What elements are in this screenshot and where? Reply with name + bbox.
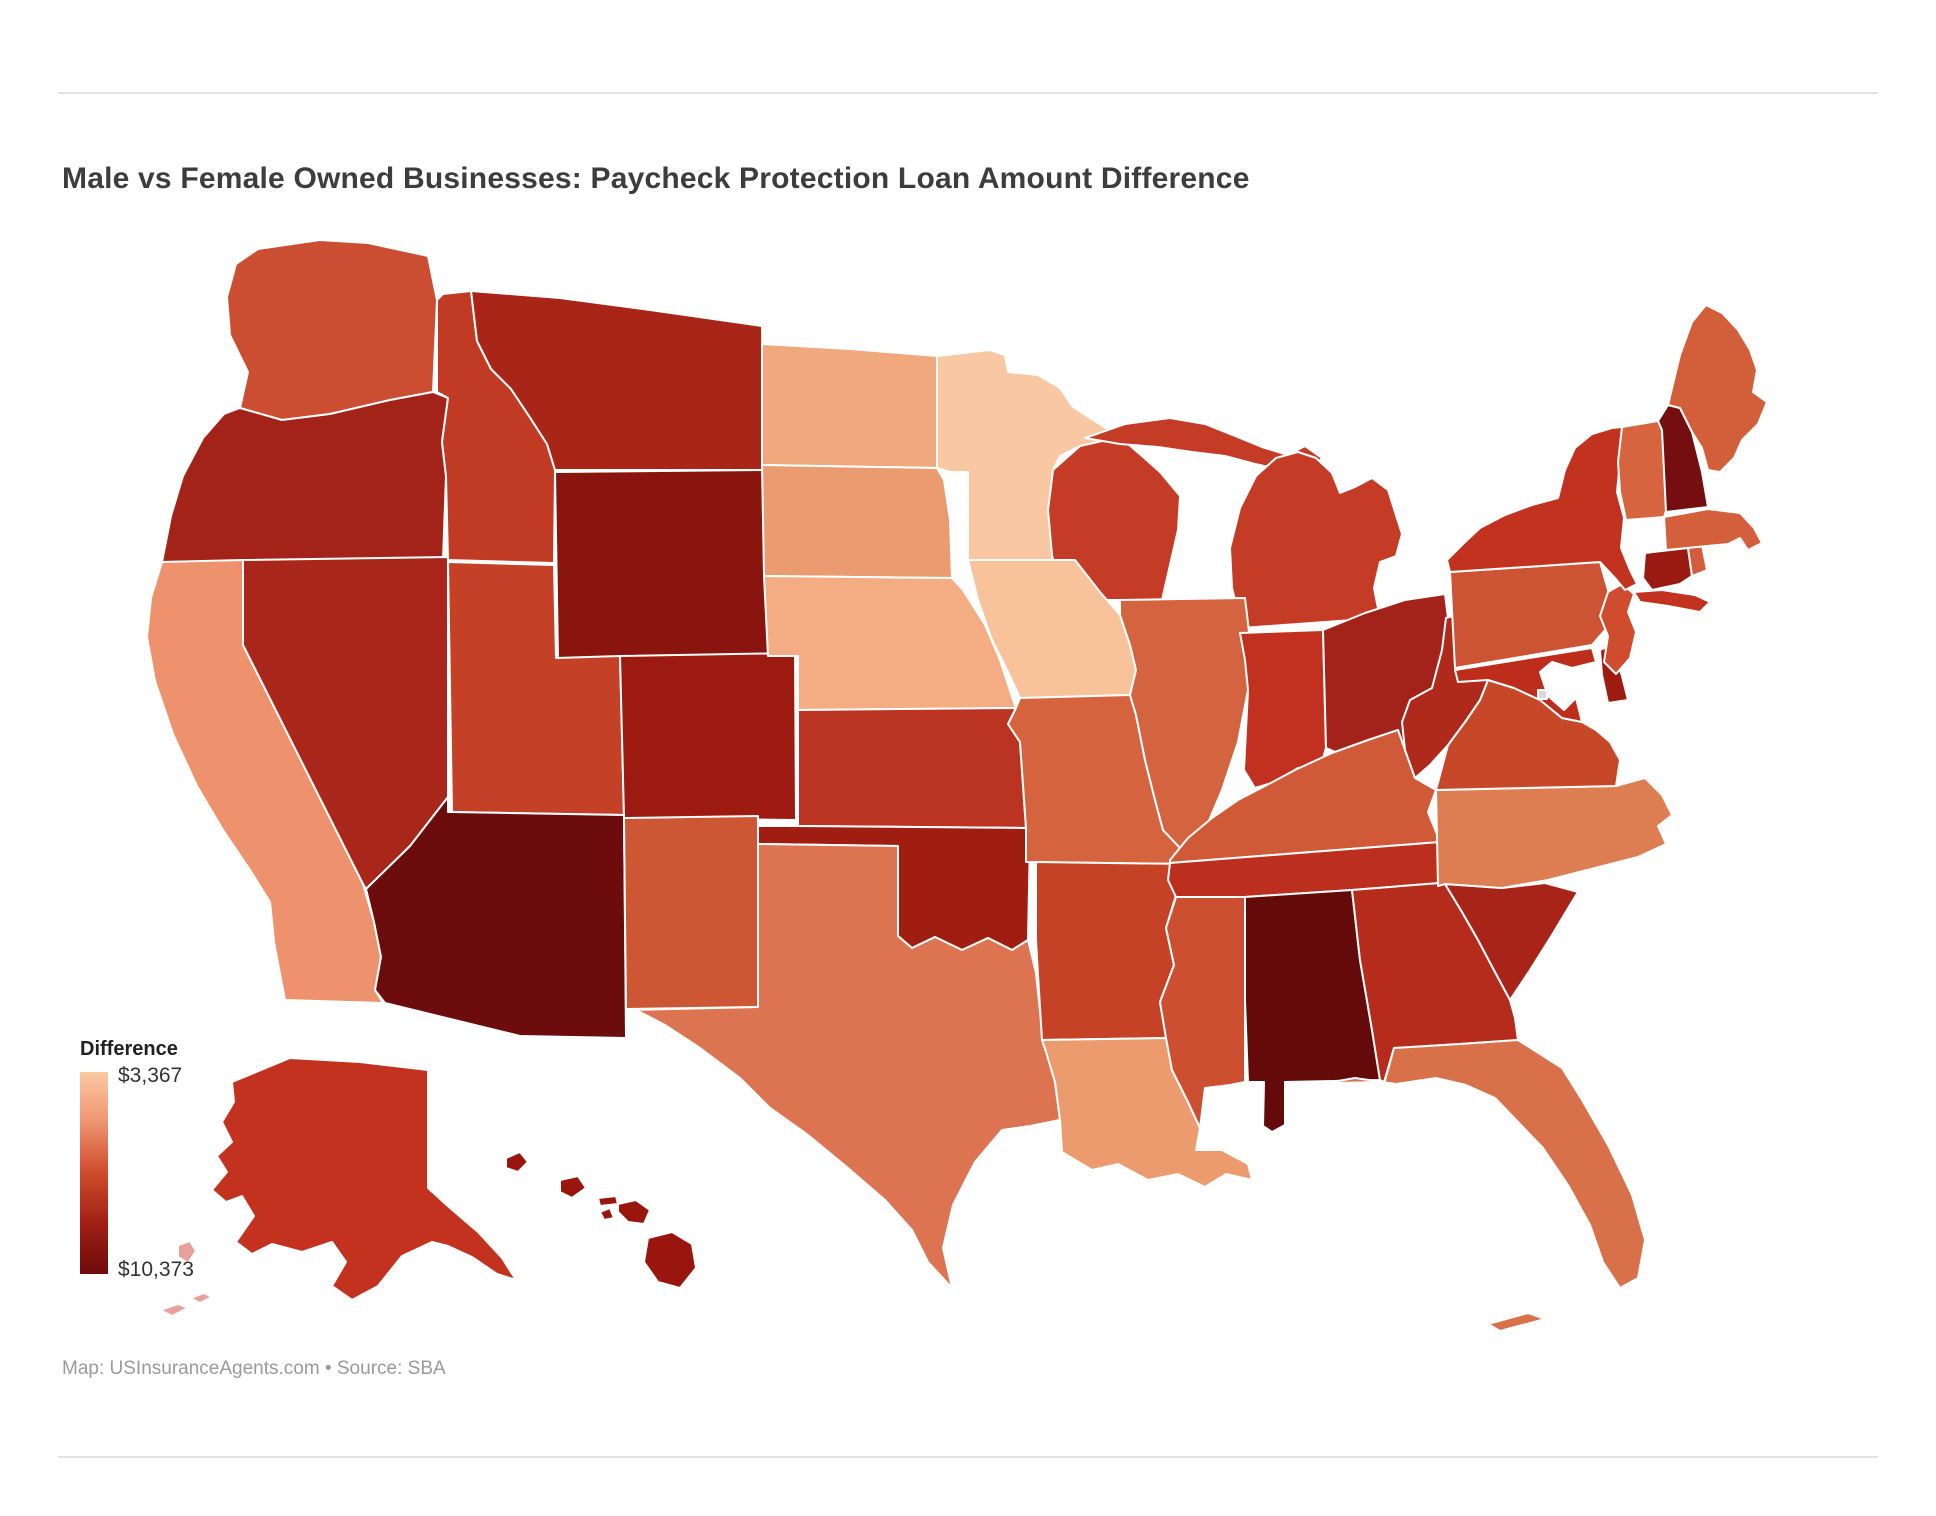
state-new-jersey[interactable] xyxy=(1599,583,1637,675)
legend-min-label: $10,373 xyxy=(118,1258,194,1281)
state-new-york-long-island[interactable] xyxy=(1633,589,1711,613)
state-connecticut[interactable] xyxy=(1642,547,1693,591)
state-arizona[interactable] xyxy=(365,796,627,1039)
state-alaska-aleutians[interactable] xyxy=(159,1303,189,1317)
state-north-dakota[interactable] xyxy=(761,343,938,469)
state-maine[interactable] xyxy=(1667,304,1768,473)
state-oregon[interactable] xyxy=(161,391,449,563)
state-florida-keys[interactable] xyxy=(1487,1312,1546,1332)
state-florida[interactable] xyxy=(1284,1039,1646,1289)
source-attribution: Map: USInsuranceAgents.com • Source: SBA xyxy=(62,1358,446,1379)
state-hawaii-big-island[interactable] xyxy=(643,1231,697,1289)
state-hawaii-molokai[interactable] xyxy=(597,1195,619,1207)
state-hawaii-oahu[interactable] xyxy=(559,1175,587,1199)
state-colorado[interactable] xyxy=(619,652,797,821)
state-south-carolina[interactable] xyxy=(1444,882,1579,1001)
map-legend: Difference $3,367 $10,373 xyxy=(80,1038,380,1281)
state-hawaii-kauai[interactable] xyxy=(505,1151,529,1173)
state-district-of-columbia[interactable] xyxy=(1537,689,1548,700)
state-alaska-aleutians[interactable] xyxy=(177,1240,197,1264)
legend-max-label: $3,367 xyxy=(118,1064,183,1087)
state-west-virginia[interactable] xyxy=(1401,614,1489,779)
state-michigan-upper-peninsula[interactable] xyxy=(1084,417,1323,475)
page-title: Male vs Female Owned Businesses: Paychec… xyxy=(62,162,1250,196)
state-montana[interactable] xyxy=(470,290,765,471)
state-kentucky[interactable] xyxy=(1169,729,1441,864)
state-minnesota[interactable] xyxy=(936,349,1121,561)
state-mississippi[interactable] xyxy=(1159,896,1246,1129)
state-rhode-island[interactable] xyxy=(1687,544,1708,577)
state-south-dakota[interactable] xyxy=(761,464,953,579)
state-hawaii-lanai[interactable] xyxy=(599,1207,615,1221)
state-massachusetts[interactable] xyxy=(1663,508,1763,551)
state-hawaii-maui[interactable] xyxy=(617,1199,651,1225)
top-divider xyxy=(58,92,1878,94)
state-alaska-aleutians[interactable] xyxy=(189,1292,213,1304)
state-washington[interactable] xyxy=(226,239,438,421)
legend-gradient-bar xyxy=(80,1072,108,1274)
legend-title: Difference xyxy=(80,1038,178,1060)
bottom-divider xyxy=(58,1456,1878,1458)
state-nebraska[interactable] xyxy=(763,575,1017,711)
state-michigan[interactable] xyxy=(1229,451,1403,629)
state-wyoming[interactable] xyxy=(554,469,769,661)
state-new-mexico[interactable] xyxy=(623,815,759,1010)
state-maryland[interactable] xyxy=(1454,647,1597,723)
state-vermont[interactable] xyxy=(1617,420,1669,521)
state-new-york[interactable] xyxy=(1446,426,1638,591)
state-north-carolina[interactable] xyxy=(1435,777,1673,889)
state-kansas[interactable] xyxy=(797,707,1027,829)
state-texas[interactable] xyxy=(627,843,1061,1289)
state-shapes xyxy=(146,239,1768,1332)
state-alaska[interactable] xyxy=(211,1057,517,1301)
